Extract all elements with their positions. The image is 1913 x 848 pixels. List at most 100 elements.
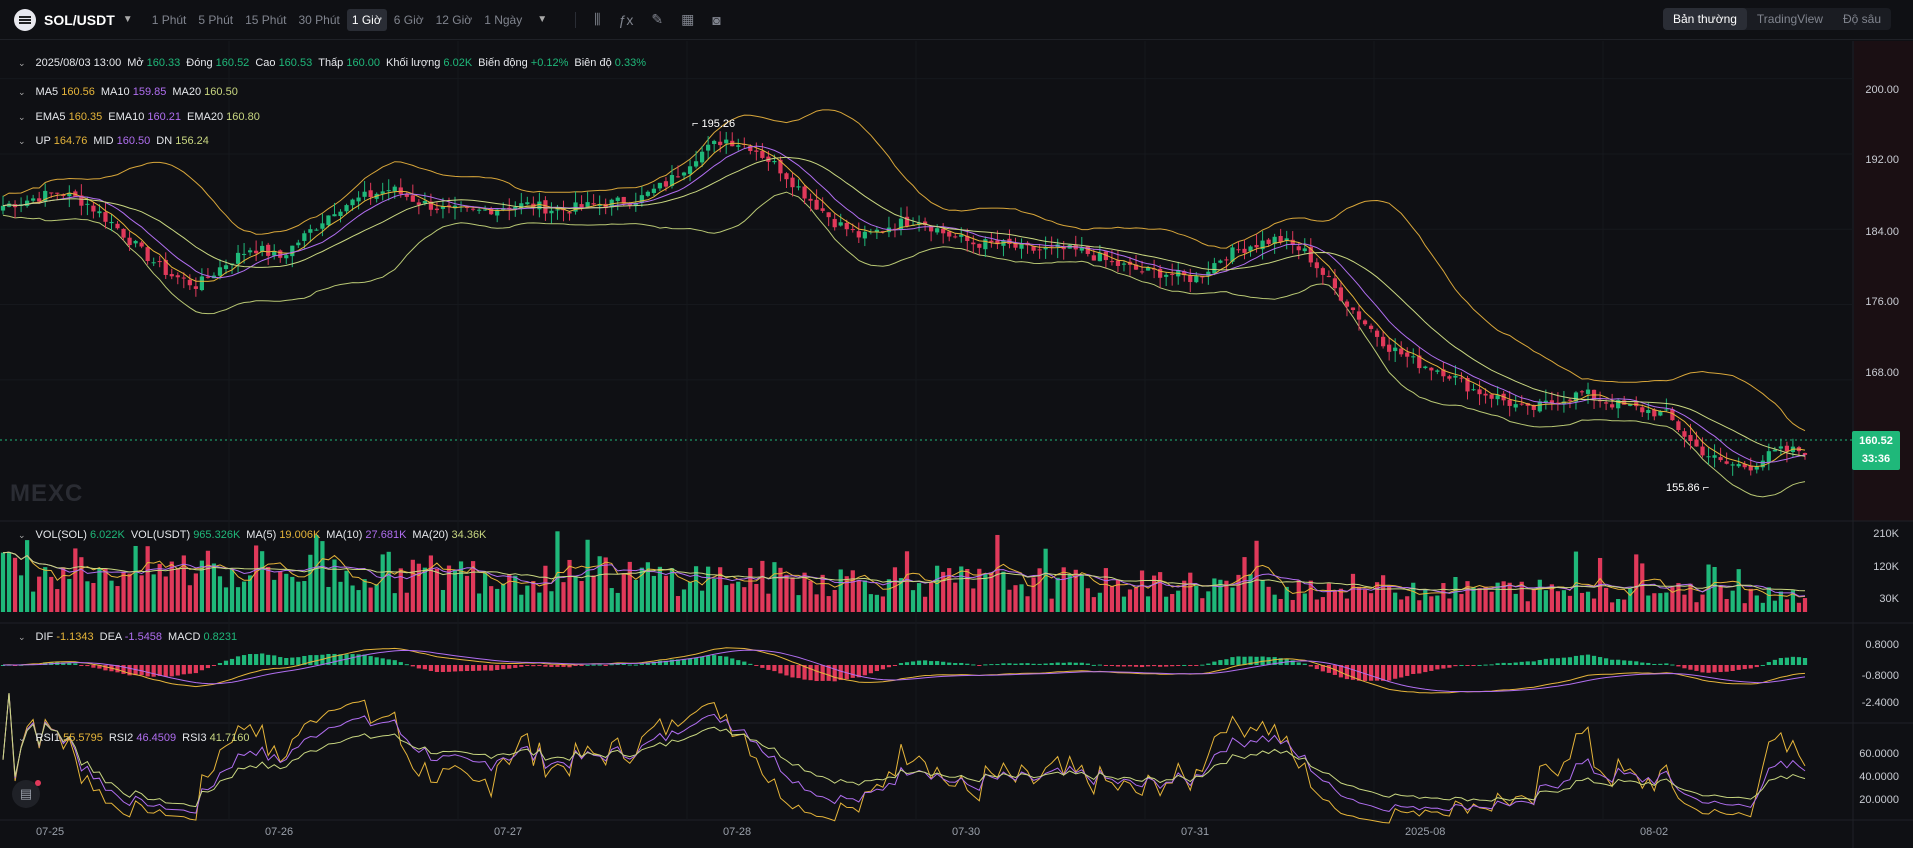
candle [754, 150, 759, 152]
macd-bar [187, 665, 192, 674]
macd-bar [706, 655, 711, 665]
macd-bar [742, 661, 747, 665]
candle [1170, 273, 1175, 275]
tf-1h[interactable]: 1 Giờ [346, 8, 387, 31]
volume-bar [199, 560, 205, 612]
volume-bar [1543, 590, 1548, 612]
candle [1543, 400, 1548, 403]
volume-bar [1368, 593, 1374, 612]
volume-bar [1513, 593, 1518, 612]
macd-bar [1501, 662, 1506, 665]
macd-bar [519, 665, 524, 667]
tf-5m[interactable]: 5 Phút [198, 12, 234, 27]
macd-bar [922, 660, 928, 665]
layout-grid-icon[interactable]: ▦ [681, 11, 695, 27]
volume-bar [1266, 586, 1271, 612]
tab-tradingview[interactable]: TradingView [1756, 12, 1823, 26]
macd-bar [947, 662, 952, 665]
collapse-icon[interactable]: ⌄ [18, 529, 26, 540]
volume-bar [1700, 594, 1705, 612]
candle [477, 209, 482, 211]
tf-12h[interactable]: 12 Giờ [435, 12, 473, 27]
macd-bar [121, 665, 126, 674]
tf-1m[interactable]: 1 Phút [151, 12, 187, 27]
volume-bar [1001, 571, 1006, 612]
volume-bar [404, 592, 409, 612]
volume-bar [79, 557, 84, 612]
candle [0, 205, 6, 211]
candle [935, 228, 940, 233]
macd-bar [1634, 661, 1639, 665]
macd-bar [398, 662, 403, 665]
volume-bar [368, 587, 373, 612]
macd-bar [531, 665, 536, 667]
volume-bar [217, 576, 223, 612]
collapse-icon[interactable]: ⌄ [18, 135, 26, 146]
draw-pencil-icon[interactable]: ✎ [651, 11, 664, 27]
candle [1320, 268, 1325, 275]
volume-bar [495, 588, 500, 612]
tf-15m[interactable]: 15 Phút [245, 12, 287, 27]
volume-bar [260, 551, 265, 612]
macd-bar [1151, 665, 1157, 667]
macd-bar [796, 665, 801, 679]
macd-bar [1164, 665, 1169, 667]
candle [1567, 399, 1573, 401]
candle [85, 203, 90, 205]
volume-bar [1109, 586, 1115, 612]
candle [1411, 356, 1416, 358]
macd-bar [1097, 664, 1102, 666]
candle-type-icon[interactable]: ⫼ [594, 11, 601, 27]
candle [1031, 245, 1036, 251]
macd-bar [1115, 665, 1121, 667]
candle [121, 228, 126, 238]
macd-bar [748, 663, 753, 665]
macd-bar [61, 662, 66, 665]
pair-title[interactable]: SOL/USDT [44, 11, 115, 28]
x-tick: 07-27 [494, 826, 523, 838]
macd-bar [1405, 665, 1410, 676]
tf-6h[interactable]: 6 Giờ [393, 12, 424, 27]
tab-depth[interactable]: Độ sâu [1842, 12, 1881, 26]
candle [724, 139, 729, 144]
candle [1453, 375, 1458, 378]
macd-bar [163, 665, 168, 677]
macd-bar [1176, 665, 1181, 666]
macd-bar [1194, 665, 1199, 666]
macd-bar [1616, 659, 1621, 665]
volume-bar [1224, 580, 1229, 612]
collapse-icon[interactable]: ⌄ [18, 732, 26, 743]
candle [67, 192, 72, 197]
indicator-fx-icon[interactable]: ƒx [618, 11, 634, 28]
volume-bar [446, 565, 452, 612]
candle [1802, 452, 1808, 455]
macd-bar [766, 665, 771, 670]
collapse-icon[interactable]: ⌄ [18, 57, 26, 68]
macd-bar [856, 665, 861, 678]
candle [814, 199, 819, 210]
timeframe-more-icon[interactable]: ▼ [537, 14, 548, 25]
collapse-icon[interactable]: ⌄ [18, 631, 26, 642]
collapse-icon[interactable]: ⌄ [18, 111, 26, 122]
volume-bar [1489, 591, 1494, 612]
camera-icon[interactable]: ◙ [712, 11, 721, 28]
chevron-down-icon[interactable]: ▼ [122, 14, 133, 25]
volume-bar [169, 561, 174, 612]
volume-bar [1610, 602, 1615, 612]
tab-basic[interactable]: Bản thường [1662, 8, 1747, 30]
candle [115, 223, 120, 229]
macd-bar [507, 665, 512, 669]
candle [1109, 261, 1115, 263]
candle [1465, 377, 1470, 392]
volume-bar [1399, 599, 1404, 612]
tf-30m[interactable]: 30 Phút [298, 12, 340, 27]
collapse-icon[interactable]: ⌄ [18, 86, 26, 97]
macd-bar [1411, 665, 1416, 674]
macd-bar [1483, 664, 1488, 666]
tf-1d[interactable]: 1 Ngày [484, 12, 523, 27]
macd-bar [1182, 664, 1187, 666]
volume-bar [1483, 586, 1488, 612]
macd-bar [1139, 665, 1145, 668]
current-price: 160.52 [1859, 435, 1893, 447]
